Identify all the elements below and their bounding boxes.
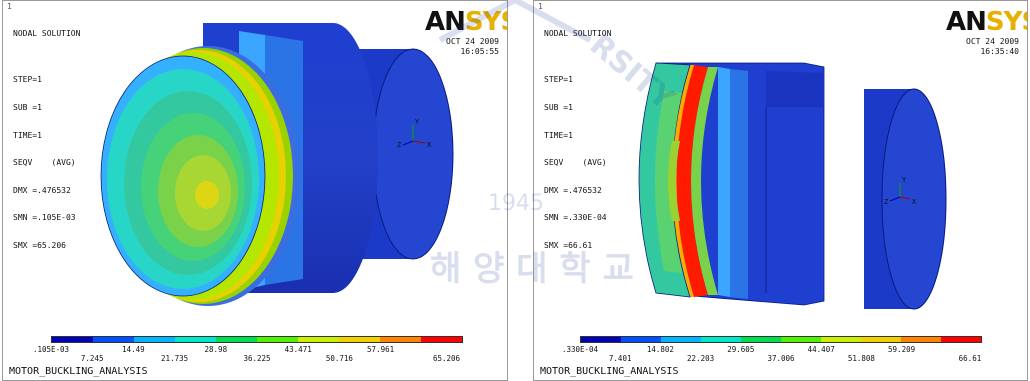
- date-label: OCT 24 2009: [446, 37, 499, 46]
- legend-tick: 36.225: [243, 354, 271, 363]
- header-block: NODAL SOLUTION STEP=1 SUB =1 TIME=1 SEQV…: [13, 11, 80, 269]
- stress-contour-view-left: Y Z X: [100, 23, 454, 306]
- legend-color-cell: [621, 337, 661, 342]
- header-line: SUB =1: [544, 103, 573, 113]
- legend-color-cell: [257, 337, 298, 342]
- legend-color-cell: [901, 337, 941, 342]
- legend-color-cell: [421, 337, 462, 342]
- legend-color-cell: [861, 337, 901, 342]
- stress-band-red: [676, 65, 708, 297]
- stress-contour-view-right: Y Z X: [638, 62, 947, 310]
- header-line: SMN =.105E-03: [13, 213, 76, 223]
- legend-color-cell: [339, 337, 380, 342]
- header-line: SMX =66.61: [544, 241, 593, 251]
- axis-triad: [402, 125, 426, 146]
- stress-band-green: [691, 67, 718, 295]
- header-line: NODAL SOLUTION: [13, 29, 81, 39]
- legend-tick: 29.605: [727, 345, 755, 354]
- triad-z-label: Z: [397, 141, 401, 149]
- triad-x-label: X: [427, 141, 432, 149]
- legend-color-cell: [781, 337, 821, 342]
- legend-tick: 14.49: [122, 345, 145, 354]
- timestamp-block: OCT 24 2009 16:35:40: [966, 37, 1019, 57]
- legend-tick: 43.471: [284, 345, 312, 354]
- header-block: NODAL SOLUTION STEP=1 SUB =1 TIME=1 SEQV…: [544, 11, 611, 269]
- window-index-marker: 1: [538, 2, 543, 11]
- legend-color-cell: [380, 337, 421, 342]
- date-label: OCT 24 2009: [966, 37, 1019, 46]
- stress-band-orange: [672, 65, 694, 297]
- color-legend-bar: [51, 336, 463, 343]
- stress-band-lightblue: [718, 67, 730, 297]
- legend-tick: 51.808: [847, 354, 875, 363]
- legend-tick: 50.716: [325, 354, 353, 363]
- header-line: SMX =65.206: [13, 241, 66, 251]
- time-label: 16:05:55: [460, 47, 499, 56]
- header-line: NODAL SOLUTION: [544, 29, 612, 39]
- legend-color-cell: [741, 337, 781, 342]
- header-line: SUB =1: [13, 103, 42, 113]
- analysis-title: MOTOR_BUCKLING_ANALYSIS: [9, 366, 148, 377]
- legend-tick: 37.006: [767, 354, 795, 363]
- contour-yellow-peak: [195, 181, 219, 209]
- legend-tick: .330E-04: [561, 345, 599, 354]
- header-line: TIME=1: [544, 130, 573, 140]
- legend-color-cell: [93, 337, 134, 342]
- legend-tick: 28.98: [204, 345, 228, 354]
- legend-tick: 65.206: [432, 354, 461, 363]
- legend-color-cell: [701, 337, 741, 342]
- analysis-title: MOTOR_BUCKLING_ANALYSIS: [540, 366, 679, 377]
- shaft-end-face: [881, 88, 947, 310]
- plot-panel-left: Y Z X 1 NODAL SOLUTION STEP=1 SUB =1 TIM…: [2, 0, 508, 381]
- header-line: STEP=1: [544, 75, 573, 85]
- legend-tick: 57.961: [367, 345, 395, 354]
- header-line: SMN =.330E-04: [544, 213, 607, 223]
- time-label: 16:35:40: [980, 47, 1019, 56]
- legend-color-cell: [175, 337, 216, 342]
- header-line: STEP=1: [13, 75, 42, 85]
- legend-tick: 7.401: [608, 354, 632, 363]
- header-line: DMX =.476532: [13, 185, 71, 195]
- header-line: SEQV (AVG): [13, 158, 76, 168]
- legend-tick: 7.245: [80, 354, 104, 363]
- axis-triad: [889, 183, 911, 202]
- legend-color-cell: [941, 337, 981, 342]
- triad-z-label: Z: [884, 198, 888, 206]
- legend-tick: 66.61: [958, 354, 982, 363]
- header-line: DMX =.476532: [544, 185, 602, 195]
- stress-band-blue: [730, 69, 748, 299]
- timestamp-block: OCT 24 2009 16:05:55: [446, 37, 499, 57]
- legend-color-cell: [216, 337, 257, 342]
- color-legend-bar: [580, 336, 982, 343]
- triad-y-label: Y: [415, 118, 420, 126]
- legend-tick: 59.209: [888, 345, 916, 354]
- legend-tick: 14.802: [646, 345, 674, 354]
- legend-color-cell: [134, 337, 175, 342]
- triad-y-label: Y: [902, 176, 907, 184]
- legend-tick: 22.203: [687, 354, 715, 363]
- legend-tick: 44.407: [807, 345, 835, 354]
- legend-color-cell: [661, 337, 701, 342]
- housing-step: [766, 71, 824, 107]
- legend-color-cell: [581, 337, 621, 342]
- contour-lime: [668, 141, 680, 221]
- legend-tick: 21.735: [161, 354, 189, 363]
- shaft-end-face: [372, 48, 454, 260]
- header-line: TIME=1: [13, 130, 42, 140]
- triad-x-label: X: [912, 198, 917, 206]
- window-index-marker: 1: [7, 2, 12, 11]
- plot-panel-right: Y Z X 1 NODAL SOLUTION STEP=1 SUB =1 TIM…: [533, 0, 1028, 381]
- header-line: SEQV (AVG): [544, 158, 607, 168]
- legend-color-cell: [52, 337, 93, 342]
- ansys-logo: ANSYS: [946, 7, 1027, 37]
- legend-tick: .105E-03: [32, 345, 70, 354]
- legend-color-cell: [821, 337, 861, 342]
- legend-color-cell: [298, 337, 339, 342]
- ansys-logo: ANSYS: [425, 7, 507, 37]
